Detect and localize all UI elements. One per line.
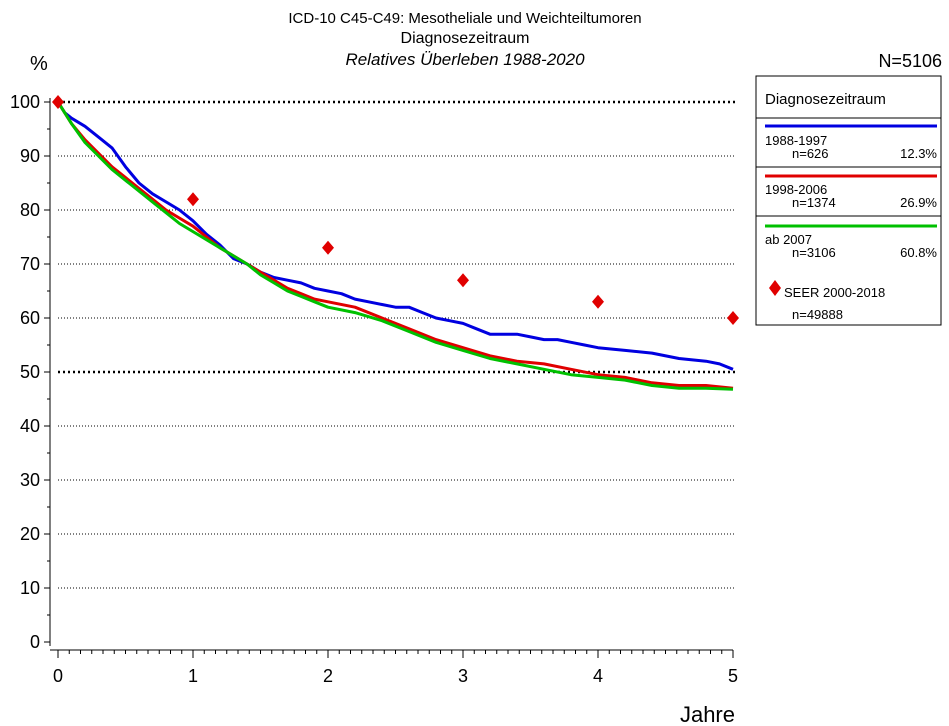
x-tick-label: 4 <box>593 666 603 686</box>
y-tick-label: 0 <box>30 632 40 652</box>
y-tick-label: 70 <box>20 254 40 274</box>
x-tick-label: 5 <box>728 666 738 686</box>
legend: Diagnosezeitraum 1988-1997 n=626 12.3% 1… <box>756 76 941 325</box>
legend-seer-name: SEER 2000-2018 <box>784 285 885 300</box>
x-axis-ticks: 0 1 2 3 4 5 <box>53 650 738 686</box>
gridlines <box>58 102 735 588</box>
y-tick-label: 90 <box>20 146 40 166</box>
legend-pct-1998-2006: 26.9% <box>900 195 937 210</box>
legend-n-1998-2006: n=1374 <box>792 195 836 210</box>
legend-pct-1988-1997: 12.3% <box>900 146 937 161</box>
series-line-1988-1997 <box>58 102 733 369</box>
seer-point <box>457 273 469 287</box>
y-tick-label: 30 <box>20 470 40 490</box>
axes <box>50 98 733 650</box>
y-tick-label: 50 <box>20 362 40 382</box>
seer-points <box>52 95 739 325</box>
chart-subtitle: Diagnosezeitraum <box>401 30 530 47</box>
legend-n-1988-1997: n=626 <box>792 146 829 161</box>
n-total: N=5106 <box>878 51 942 71</box>
legend-n-ab-2007: n=3106 <box>792 245 836 260</box>
y-axis-ticks: 0 10 20 30 40 50 60 70 80 90 100 <box>10 92 50 652</box>
chart-title: ICD-10 C45-C49: Mesotheliale und Weichte… <box>288 10 641 27</box>
y-tick-label: 10 <box>20 578 40 598</box>
chart-subtitle2: Relatives Überleben 1988-2020 <box>345 50 585 69</box>
y-tick-label: 40 <box>20 416 40 436</box>
x-axis-label: Jahre <box>680 702 735 726</box>
legend-pct-ab-2007: 60.8% <box>900 245 937 260</box>
legend-seer-n: n=49888 <box>792 307 843 322</box>
x-tick-label: 1 <box>188 666 198 686</box>
seer-point <box>592 295 604 309</box>
y-tick-label: 60 <box>20 308 40 328</box>
series-lines <box>58 102 733 389</box>
y-axis-label: % <box>30 53 48 75</box>
seer-point <box>187 192 199 206</box>
seer-point <box>727 311 739 325</box>
y-tick-label: 100 <box>10 92 40 112</box>
legend-title: Diagnosezeitraum <box>765 91 886 108</box>
y-tick-label: 80 <box>20 200 40 220</box>
x-tick-label: 0 <box>53 666 63 686</box>
seer-point <box>322 241 334 255</box>
x-tick-label: 2 <box>323 666 333 686</box>
y-tick-label: 20 <box>20 524 40 544</box>
series-line-1998-2006 <box>58 102 733 388</box>
series-line-ab-2007 <box>58 102 733 389</box>
x-tick-label: 3 <box>458 666 468 686</box>
